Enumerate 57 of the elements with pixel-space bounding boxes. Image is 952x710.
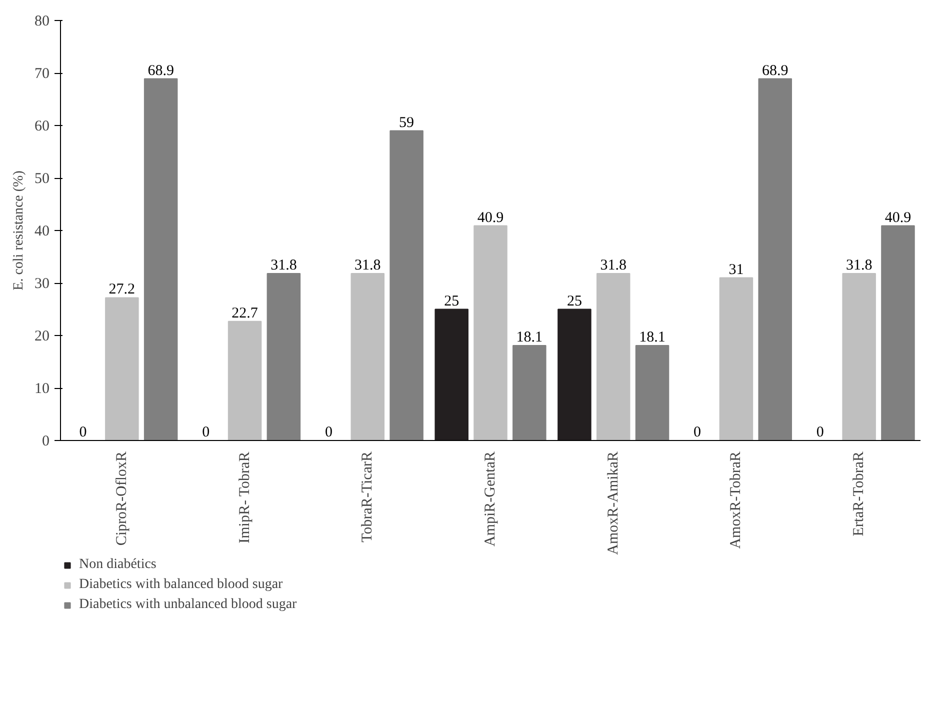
- y-axis-title: E. coli resistance (%): [12, 170, 26, 290]
- data-label: 25: [444, 293, 460, 310]
- data-label: 0: [202, 424, 210, 440]
- bar: [105, 297, 139, 440]
- x-tick-label: AmpiR-GentaR: [482, 451, 498, 546]
- y-tick-label: 70: [34, 66, 50, 82]
- data-label: 68.9: [762, 62, 788, 79]
- x-tick-label: AmoxR-AmikaR: [605, 451, 622, 555]
- data-label: 31.8: [846, 258, 872, 274]
- x-tick-label: TobraR-TicarR: [360, 451, 376, 542]
- data-label: 31.8: [600, 258, 626, 274]
- bar: [596, 273, 630, 440]
- bar: [228, 320, 262, 440]
- y-tick-label: 30: [34, 276, 50, 292]
- data-label: 18.1: [516, 329, 543, 346]
- bar: [758, 78, 792, 440]
- data-label: 18.1: [639, 329, 666, 346]
- y-tick-label: 20: [34, 328, 50, 344]
- y-tick-label: 40: [34, 224, 50, 240]
- bar: [434, 308, 468, 440]
- data-label: 27.2: [108, 282, 136, 298]
- data-label: 0: [816, 424, 824, 440]
- data-label: 31: [728, 262, 744, 278]
- x-tick-label: ImipR- TobraR: [236, 452, 253, 544]
- data-label: 0: [79, 424, 87, 440]
- bar: [350, 273, 385, 440]
- y-tick-label: 80: [34, 14, 50, 30]
- y-tick-label: 10: [34, 381, 50, 397]
- legend-label: Diabetics with unbalanced blood sugar: [79, 597, 297, 613]
- data-label: 25: [566, 293, 582, 310]
- data-label: 68.9: [148, 62, 174, 79]
- data-label: 0: [324, 424, 332, 440]
- bar: [558, 308, 592, 440]
- bar: [474, 225, 508, 440]
- bar: [390, 130, 424, 440]
- x-tick-label: AmoxR-TobraR: [728, 451, 744, 549]
- data-label: 31.8: [354, 258, 381, 274]
- bar: [842, 273, 876, 440]
- bar: [144, 78, 178, 440]
- data-label: 31.8: [270, 258, 297, 274]
- data-label: 22.7: [232, 305, 258, 322]
- data-label: 0: [694, 424, 702, 440]
- y-tick-label: 60: [34, 118, 50, 134]
- legend-label: Non diabétics: [79, 557, 156, 573]
- y-tick-label: 0: [42, 434, 50, 450]
- bar: [635, 344, 670, 440]
- bar: [881, 225, 915, 440]
- y-tick-label: 50: [34, 171, 50, 187]
- bar: [512, 344, 546, 440]
- bar: [266, 273, 301, 440]
- data-label: 40.9: [477, 210, 504, 226]
- data-label: 59: [399, 114, 414, 131]
- bar: [719, 277, 754, 440]
- x-tick-label: CiproR-OfloxR: [114, 451, 130, 546]
- data-label: 40.9: [884, 210, 912, 226]
- legend-label: Diabetics with balanced blood sugar: [79, 577, 283, 593]
- x-tick-label: ErtaR-TobraR: [851, 451, 868, 536]
